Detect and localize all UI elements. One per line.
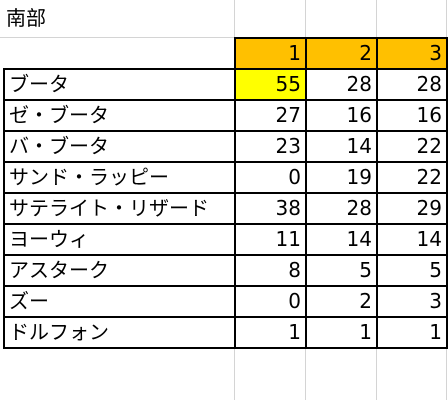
value-cell[interactable]: 22 xyxy=(376,161,448,194)
empty-corner-cell[interactable] xyxy=(4,38,236,70)
row-name-cell[interactable]: ズー xyxy=(3,285,236,318)
column-header-3[interactable]: 3 xyxy=(376,37,448,70)
value-cell[interactable]: 5 xyxy=(376,254,448,287)
value-cell[interactable]: 14 xyxy=(305,223,378,256)
row-name-cell[interactable]: ブータ xyxy=(3,68,236,101)
table-row: ドルフォン 1 1 1 xyxy=(3,316,448,349)
data-table: 1 2 3 ブータ 55 28 28 ゼ・ブータ 27 16 16 バ・ブータ 23 14 22 サンド… xyxy=(3,37,448,349)
value-cell[interactable]: 1 xyxy=(305,316,378,349)
value-cell[interactable]: 28 xyxy=(305,68,378,101)
value-cell[interactable]: 27 xyxy=(234,99,307,132)
row-name-cell[interactable]: ヨーウィ xyxy=(3,223,236,256)
value-cell[interactable]: 28 xyxy=(305,192,378,225)
value-cell[interactable]: 19 xyxy=(305,161,378,194)
row-name-cell[interactable]: バ・ブータ xyxy=(3,130,236,163)
value-cell[interactable]: 23 xyxy=(234,130,307,163)
row-name-cell[interactable]: サンド・ラッピー xyxy=(3,161,236,194)
row-name-cell[interactable]: アスターク xyxy=(3,254,236,287)
row-name-cell[interactable]: サテライト・リザード xyxy=(3,192,236,225)
value-cell[interactable]: 29 xyxy=(376,192,448,225)
header-row: 1 2 3 xyxy=(4,37,448,70)
value-cell[interactable]: 28 xyxy=(376,68,448,101)
value-cell[interactable]: 11 xyxy=(234,223,307,256)
value-cell[interactable]: 14 xyxy=(376,223,448,256)
value-cell[interactable]: 3 xyxy=(376,285,448,318)
table-row: アスターク 8 5 5 xyxy=(3,254,448,287)
table-row: バ・ブータ 23 14 22 xyxy=(3,130,448,163)
row-name-cell[interactable]: ゼ・ブータ xyxy=(3,99,236,132)
value-cell[interactable]: 16 xyxy=(305,99,378,132)
value-cell[interactable]: 5 xyxy=(305,254,378,287)
value-cell[interactable]: 1 xyxy=(376,316,448,349)
table-row: ブータ 55 28 28 xyxy=(3,68,448,101)
column-header-2[interactable]: 2 xyxy=(305,37,378,70)
row-name-cell[interactable]: ドルフォン xyxy=(3,316,236,349)
gridline-horizontal xyxy=(0,37,448,38)
value-cell[interactable]: 2 xyxy=(305,285,378,318)
sheet-title-cell[interactable]: 南部 xyxy=(6,6,46,30)
value-cell[interactable]: 14 xyxy=(305,130,378,163)
table-row: ゼ・ブータ 27 16 16 xyxy=(3,99,448,132)
table-row: ズー 0 2 3 xyxy=(3,285,448,318)
column-header-1[interactable]: 1 xyxy=(234,37,307,70)
value-cell[interactable]: 0 xyxy=(234,285,307,318)
value-cell[interactable]: 16 xyxy=(376,99,448,132)
table-row: サンド・ラッピー 0 19 22 xyxy=(3,161,448,194)
value-cell[interactable]: 55 xyxy=(234,68,307,101)
value-cell[interactable]: 8 xyxy=(234,254,307,287)
table-row: サテライト・リザード 38 28 29 xyxy=(3,192,448,225)
value-cell[interactable]: 1 xyxy=(234,316,307,349)
value-cell[interactable]: 22 xyxy=(376,130,448,163)
value-cell[interactable]: 38 xyxy=(234,192,307,225)
value-cell[interactable]: 0 xyxy=(234,161,307,194)
table-row: ヨーウィ 11 14 14 xyxy=(3,223,448,256)
